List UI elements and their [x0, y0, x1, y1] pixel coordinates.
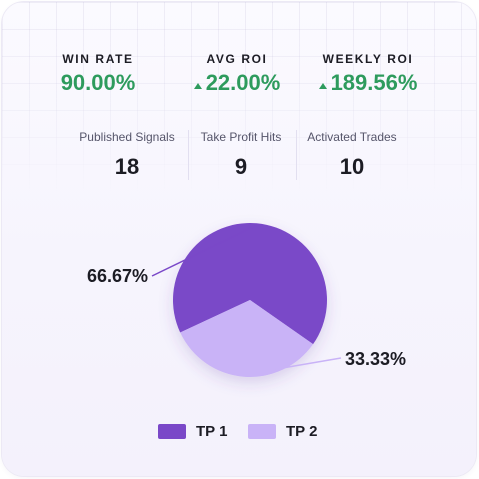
trend-up-icon [318, 83, 327, 89]
win-rate-label: WIN RATE [62, 52, 134, 66]
trend-up-icon [193, 83, 202, 89]
legend-swatch-tp2 [248, 424, 276, 439]
legend-item-tp2: TP 2 [248, 423, 317, 440]
activated-trades-count: Activated Trades 10 [292, 130, 412, 180]
pie-slice-tp2 [180, 300, 314, 378]
take-profit-hits-value: 9 [234, 154, 248, 179]
activated-trades-value: 10 [339, 154, 365, 179]
avg-roi-stat: AVG ROI 22.00% [162, 52, 312, 96]
take-profit-hits-count: Take Profit Hits 9 [181, 130, 301, 180]
divider [296, 130, 297, 180]
take-profit-hits-label: Take Profit Hits [200, 130, 282, 144]
published-signals-count: Published Signals 18 [67, 130, 187, 180]
divider [188, 130, 189, 180]
published-signals-value: 18 [114, 154, 140, 179]
published-signals-label: Published Signals [79, 130, 175, 144]
leader-line [151, 224, 257, 277]
grid-background [2, 2, 476, 192]
win-rate-number: 90.00% [60, 70, 136, 95]
pie-chart: 66.67% 33.33% [87, 223, 406, 378]
activated-trades-label: Activated Trades [307, 130, 397, 144]
win-rate-stat: WIN RATE 90.00% [23, 52, 173, 96]
weekly-roi-label: WEEKLY ROI [322, 52, 414, 66]
weekly-roi-number: 189.56% [330, 70, 418, 95]
legend-swatch-tp1 [158, 424, 186, 439]
pie-data-label: 33.33% [345, 349, 406, 369]
stats-card: WIN RATE 90.00% AVG ROI 22.00% WEEKLY RO… [2, 2, 476, 476]
pie-data-label: 66.67% [87, 266, 148, 286]
weekly-roi-value: 189.56% [293, 70, 443, 96]
legend-label-tp2: TP 2 [286, 423, 318, 440]
win-rate-value: 90.00% [23, 70, 173, 96]
legend-item-tp1: TP 1 [158, 423, 227, 440]
weekly-roi-stat: WEEKLY ROI 189.56% [293, 52, 443, 96]
legend-label-tp1: TP 1 [196, 423, 228, 440]
avg-roi-label: AVG ROI [206, 52, 268, 66]
leader-line [243, 357, 342, 376]
avg-roi-number: 22.00% [205, 70, 281, 95]
avg-roi-value: 22.00% [162, 70, 312, 96]
pie-slice-tp1 [173, 223, 328, 345]
